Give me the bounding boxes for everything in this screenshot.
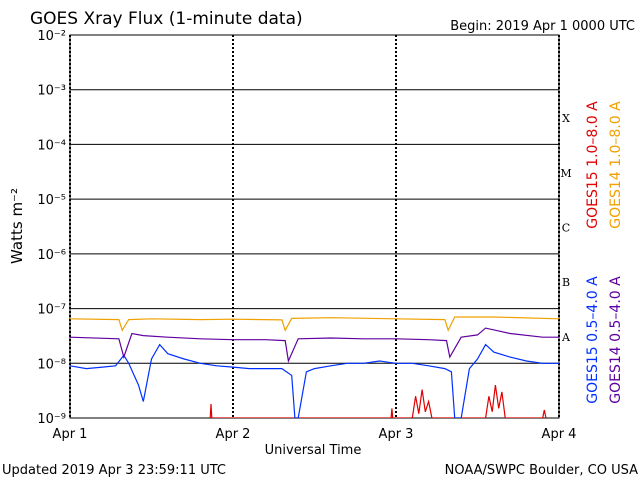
footer-right: NOAA/SWPC Boulder, CO USA [445, 463, 638, 478]
y-tick-label: 10⁻⁹ [37, 412, 66, 427]
series-line [70, 327, 559, 364]
x-tick-label: Apr 1 [53, 427, 88, 442]
flare-class-label: X [562, 112, 570, 125]
legend-entry: GOES15 1.0–8.0 A [585, 101, 601, 229]
series-line [70, 343, 559, 418]
flare-class-label: M [560, 167, 571, 180]
x-tick-label: Apr 3 [379, 427, 414, 442]
series-line [209, 385, 547, 418]
chart-title: GOES Xray Flux (1-minute data) [30, 9, 303, 29]
series-line [70, 316, 559, 332]
begin-label: Begin: 2019 Apr 1 0000 UTC [450, 19, 635, 34]
y-tick-label: 10⁻³ [37, 84, 66, 99]
footer-left: Updated 2019 Apr 3 23:59:11 UTC [2, 463, 226, 478]
y-tick-label: 10⁻⁴ [37, 138, 66, 153]
flare-class-label: B [562, 276, 570, 289]
legend-entry: GOES15 0.5–4.0 A [585, 276, 601, 404]
x-tick-label: Apr 4 [542, 427, 577, 442]
y-tick-label: 10⁻⁷ [37, 303, 66, 318]
y-tick-label: 10⁻⁶ [37, 248, 66, 263]
legend-entry: GOES14 0.5–4.0 A [608, 276, 624, 404]
x-tick-label: Apr 2 [216, 427, 251, 442]
x-axis-label: Universal Time [265, 443, 362, 458]
y-axis-label: Watts m⁻² [8, 188, 26, 264]
flare-class-label: C [562, 222, 570, 235]
y-tick-label: 10⁻⁸ [37, 357, 66, 372]
legend-entry: GOES14 1.0–8.0 A [608, 101, 624, 229]
y-tick-label: 10⁻² [37, 29, 66, 44]
flare-class-label: A [561, 331, 571, 344]
y-tick-label: 10⁻⁵ [37, 193, 66, 208]
